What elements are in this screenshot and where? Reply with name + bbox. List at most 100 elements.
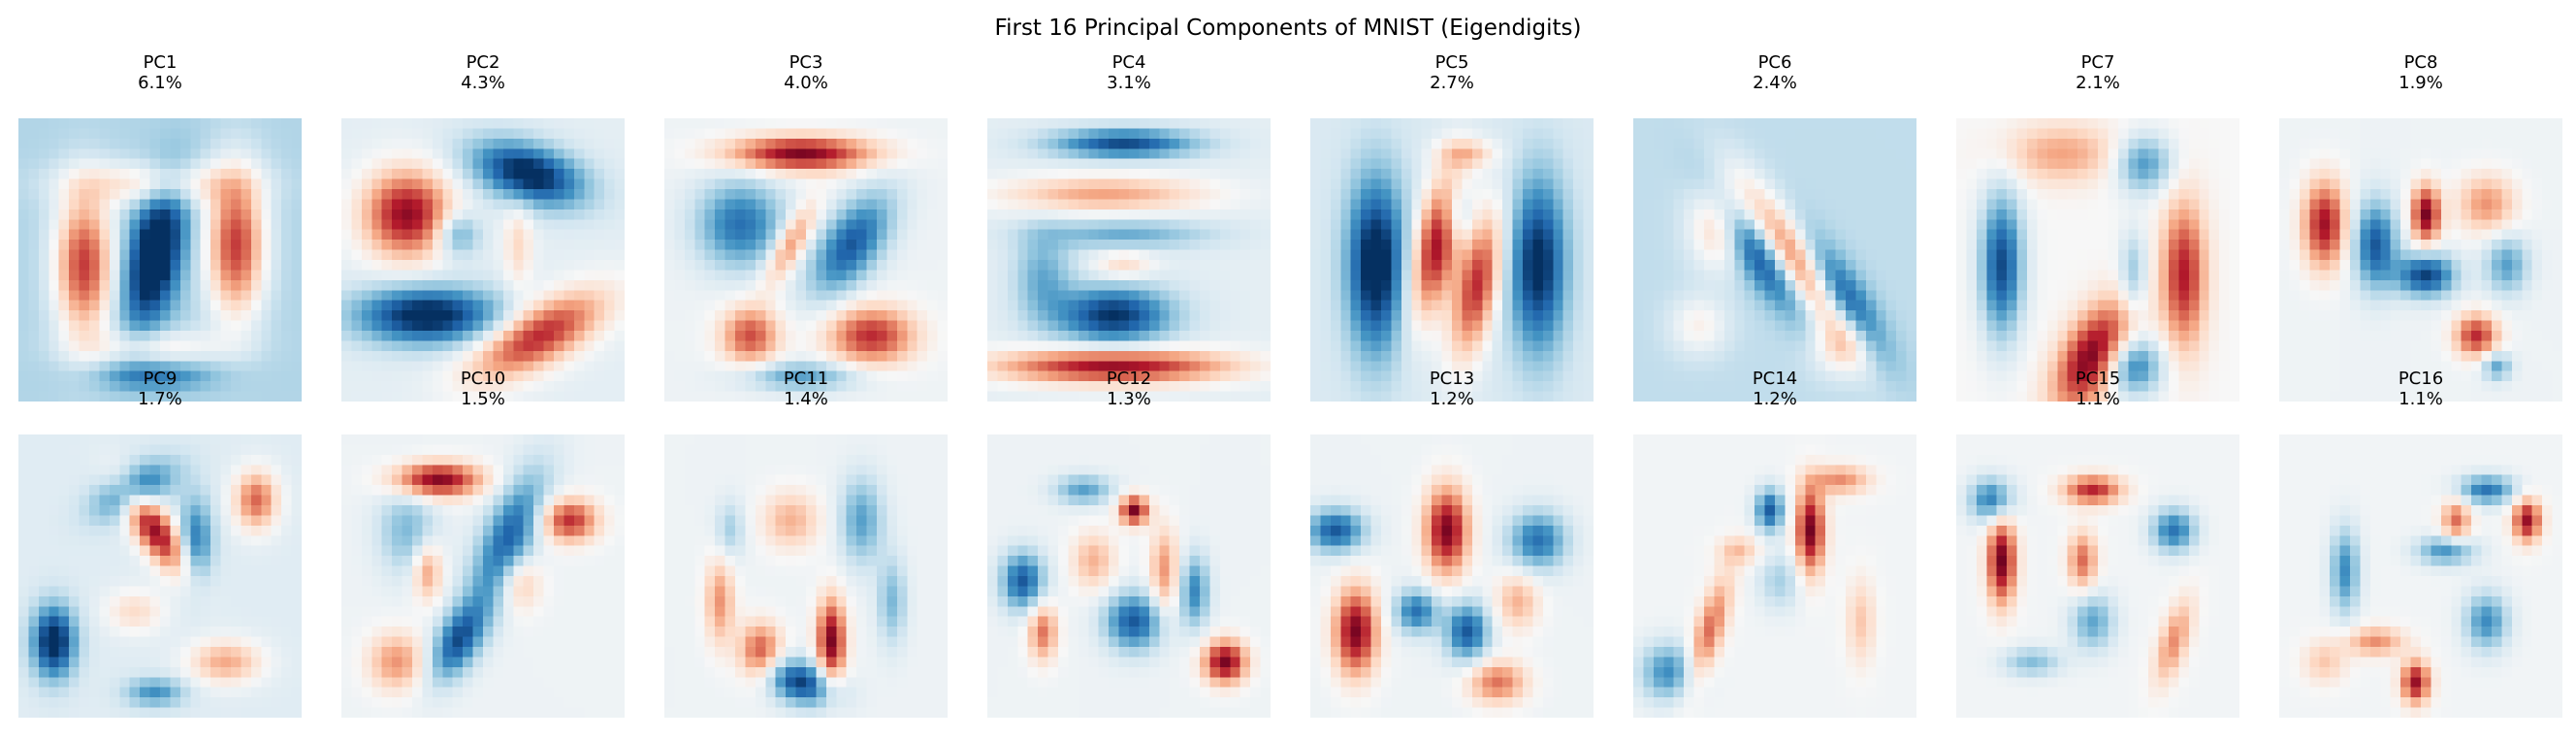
heatmap-cell (997, 189, 1009, 200)
heatmap-cell (1088, 209, 1099, 220)
heatmap-cell (1200, 229, 1210, 241)
heatmap-cell (523, 331, 534, 341)
heatmap-cell (1068, 370, 1079, 382)
heatmap-cell (987, 118, 998, 129)
heatmap-cell (341, 260, 352, 271)
heatmap-cell (1047, 290, 1059, 301)
heatmap-cell (825, 158, 837, 170)
heatmap-cell (1250, 229, 1261, 241)
heatmap-cell (69, 279, 80, 291)
heatmap-cell (1250, 118, 1261, 129)
heatmap-cell (1583, 310, 1594, 321)
heatmap-cell (1492, 260, 1503, 271)
heatmap-cell (1401, 249, 1412, 261)
heatmap-cell (1755, 350, 1765, 362)
heatmap-cell (402, 300, 413, 311)
heatmap-cell (1088, 340, 1099, 352)
heatmap-cell (846, 331, 857, 341)
heatmap-cell (1693, 249, 1705, 261)
heatmap-cell (1027, 361, 1039, 371)
heatmap-cell (1109, 189, 1119, 200)
heatmap-cell (483, 148, 494, 159)
heatmap-cell (1129, 229, 1140, 241)
heatmap-cell (1129, 381, 1140, 392)
heatmap-cell (886, 229, 898, 241)
heatmap-cell (1523, 340, 1533, 352)
heatmap-cell (1512, 340, 1524, 352)
heatmap-cell (1764, 279, 1776, 291)
heatmap-cell (584, 118, 595, 129)
heatmap-cell (2007, 169, 2017, 179)
heatmap-cell (664, 290, 675, 301)
heatmap-cell (351, 199, 363, 210)
heatmap-cell (160, 260, 171, 271)
heatmap-cell (250, 320, 262, 332)
heatmap-cell (1047, 260, 1059, 271)
heatmap-cell (442, 279, 453, 291)
heatmap-cell (1876, 209, 1886, 220)
heatmap-cell (2027, 148, 2038, 159)
heatmap-cell (1038, 290, 1048, 301)
heatmap-cell (1179, 361, 1190, 371)
heatmap-cell (765, 148, 776, 159)
heatmap-cell (361, 391, 372, 402)
heatmap-cell (160, 138, 171, 149)
heatmap-cell (1583, 331, 1594, 341)
heatmap-cell (140, 118, 150, 129)
heatmap-cell (241, 199, 252, 210)
heatmap-cell (1078, 169, 1089, 179)
heatmap-cell (927, 391, 938, 402)
heatmap-cell (513, 199, 524, 210)
heatmap-cell (79, 310, 90, 321)
heatmap-cell (1007, 148, 1018, 159)
heatmap-cell (452, 148, 464, 159)
heatmap-cell (614, 310, 625, 321)
heatmap-cell (554, 270, 564, 281)
heatmap-cell (1411, 340, 1422, 352)
heatmap-cell (381, 350, 393, 362)
heatmap-cell (806, 279, 817, 291)
heatmap-cell (241, 300, 252, 311)
heatmap-cell (1260, 169, 1271, 179)
heatmap-cell (1109, 240, 1119, 250)
heatmap-cell (1230, 370, 1240, 382)
heatmap-cell (48, 209, 59, 220)
heatmap-cell (1129, 128, 1140, 140)
heatmap-cell (2158, 178, 2170, 190)
heatmap-cell (241, 370, 252, 382)
heatmap-cell (1068, 381, 1079, 392)
heatmap-cell (674, 361, 686, 371)
heatmap-cell (210, 148, 221, 159)
heatmap-cell (1553, 391, 1563, 402)
heatmap-cell (422, 340, 434, 352)
heatmap-cell (1865, 290, 1877, 301)
heatmap-cell (836, 391, 847, 402)
heatmap-cell (755, 118, 766, 129)
heatmap-cell (907, 169, 918, 179)
heatmap-cell (987, 178, 998, 190)
heatmap-cell (1088, 300, 1099, 311)
heatmap-cell (160, 391, 171, 402)
heatmap-cell (1078, 128, 1089, 140)
heatmap-cell (554, 240, 564, 250)
heatmap-cell (886, 138, 898, 149)
heatmap-cell (129, 118, 141, 129)
heatmap-cell (160, 209, 171, 220)
heatmap-cell (1401, 219, 1412, 230)
heatmap-cell (170, 381, 181, 392)
heatmap-cell (1805, 331, 1816, 341)
heatmap-cell (1391, 300, 1402, 311)
heatmap-cell (664, 260, 675, 271)
heatmap-cell (1038, 310, 1048, 321)
heatmap-cell (573, 189, 585, 200)
heatmap-cell (58, 381, 70, 392)
heatmap-cell (1996, 148, 2008, 159)
heatmap-cell (866, 138, 878, 149)
heatmap-cell (1714, 361, 1725, 371)
heatmap-cell (1148, 361, 1160, 371)
heatmap-cell (341, 138, 352, 149)
heatmap-cell (1673, 381, 1685, 392)
heatmap-cell (231, 199, 242, 210)
heatmap-cell (513, 361, 524, 371)
heatmap-cell (1896, 320, 1907, 332)
